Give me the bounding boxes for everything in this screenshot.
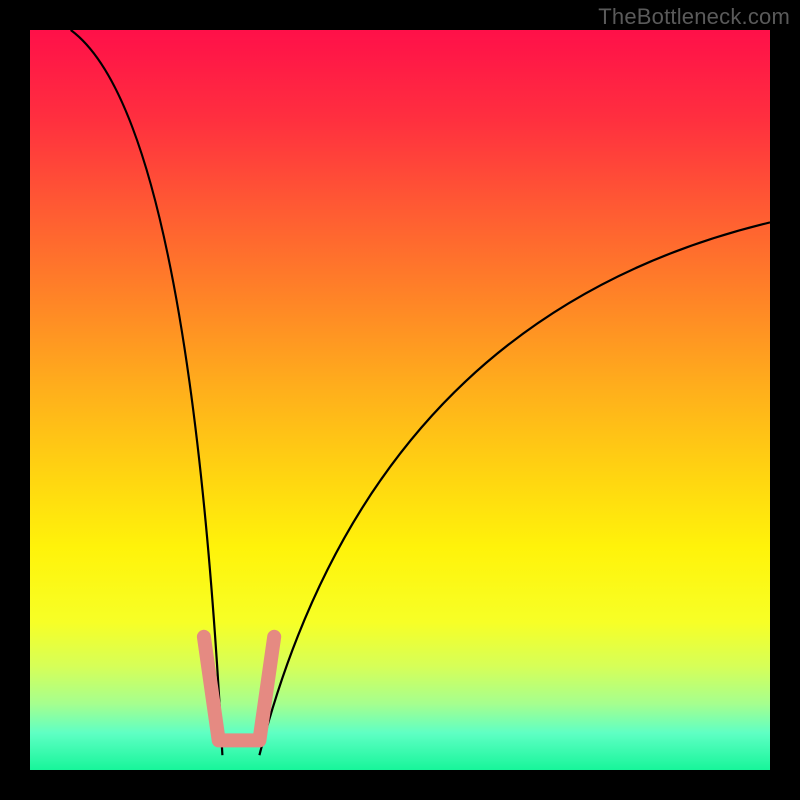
- chart-svg: [30, 30, 770, 770]
- chart-frame: TheBottleneck.com: [0, 0, 800, 800]
- gradient-background: [30, 30, 770, 770]
- plot-area: [30, 30, 770, 770]
- watermark-text: TheBottleneck.com: [598, 4, 790, 30]
